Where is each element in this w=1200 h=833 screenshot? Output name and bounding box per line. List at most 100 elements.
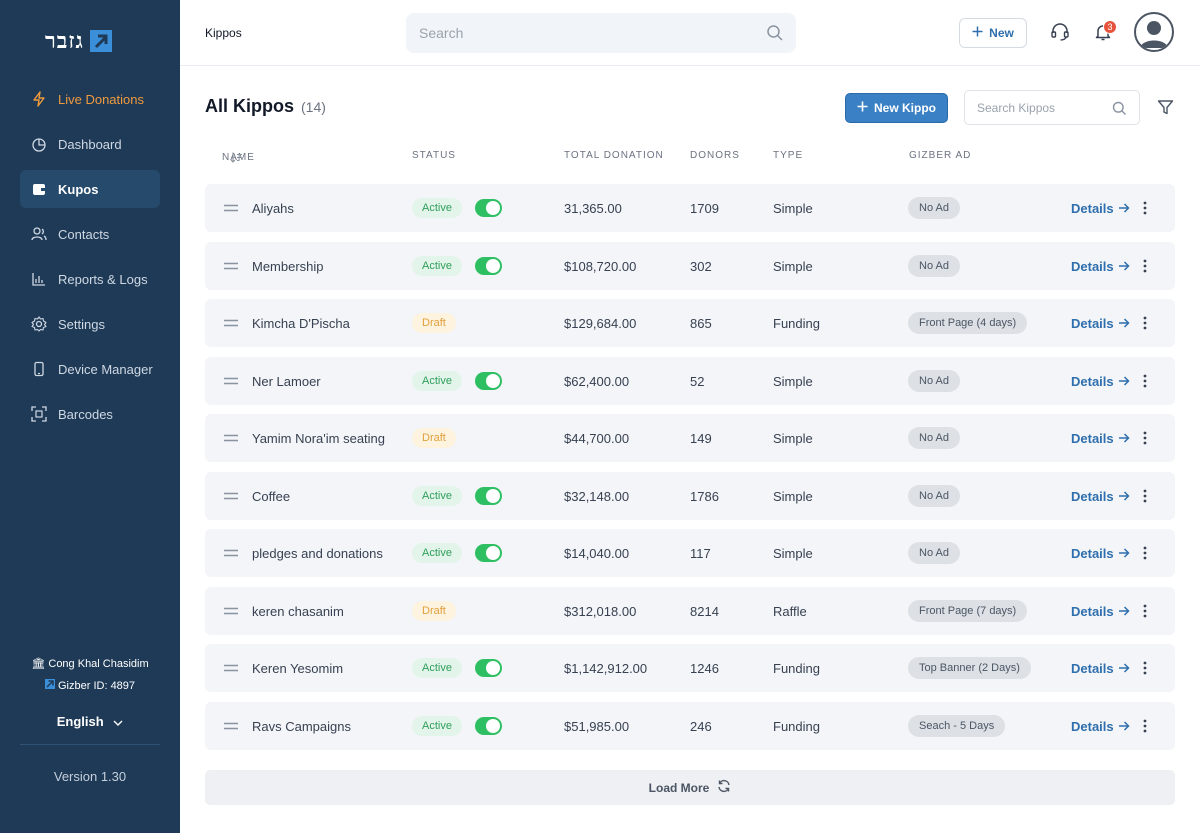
more-options-icon[interactable] [1143,472,1147,520]
drag-handle-icon[interactable] [224,242,238,290]
active-toggle[interactable] [475,199,502,217]
org-name-line: 🏛 Cong Khal Chasidim [0,654,180,674]
details-link[interactable]: Details [1071,242,1130,290]
details-link[interactable]: Details [1071,472,1130,520]
table-row[interactable]: Coffee Active $32,148.00 1786 Simple No Ad Det… [205,472,1175,520]
sort-icon [230,152,243,166]
more-options-icon[interactable] [1143,299,1147,347]
table-row[interactable]: Kimcha D'Pischa Draft $129,684.00 865 Fundin… [205,299,1175,347]
wallet-icon [30,180,48,198]
drag-handle-icon[interactable] [224,184,238,232]
details-link[interactable]: Details [1071,587,1130,635]
drag-handle-icon[interactable] [224,357,238,405]
user-avatar[interactable] [1134,12,1174,52]
kippo-type: Simple [773,373,813,389]
gizber-logo[interactable]: גזבר [45,28,137,54]
kippo-type: Funding [773,718,820,734]
active-toggle[interactable] [475,659,502,677]
kippo-name: Coffee [252,488,291,504]
details-link[interactable]: Details [1071,357,1130,405]
table-row[interactable]: Aliyahs Active 31,365.00 1709 Simple No Ad Det… [205,184,1175,232]
status-badge: Draft [412,601,456,621]
new-button-label: New [989,26,1014,40]
table-row[interactable]: Keren Yesomim Active $1,142,912.00 1246 Fund… [205,644,1175,692]
details-link[interactable]: Details [1071,702,1130,750]
arrow-right-icon [1118,201,1130,216]
drag-handle-icon[interactable] [224,472,238,520]
active-toggle[interactable] [475,544,502,562]
arrow-right-icon [1118,259,1130,274]
table-row[interactable]: pledges and donations Active $14,040.00 117… [205,529,1175,577]
details-link[interactable]: Details [1071,529,1130,577]
gizber-ad-badge: No Ad [908,370,960,392]
active-toggle[interactable] [475,372,502,390]
sidebar-item-reports-logs[interactable]: Reports & Logs [20,260,160,298]
more-options-icon[interactable] [1143,242,1147,290]
breadcrumb: Kippos [205,26,242,40]
sidebar-item-barcodes[interactable]: Barcodes [20,395,160,433]
table-row[interactable]: Ner Lamoer Active $62,400.00 52 Simple No Ad D… [205,357,1175,405]
details-link[interactable]: Details [1071,644,1130,692]
status-badge: Active [412,198,462,218]
new-kippo-button[interactable]: New Kippo [845,93,948,123]
global-search-input[interactable]: Search [406,13,796,53]
gizber-ad-cell: No Ad [908,242,960,290]
table-row[interactable]: Yamim Nora'im seating Draft $44,700.00 149 S… [205,414,1175,462]
active-toggle[interactable] [475,717,502,735]
drag-handle-icon[interactable] [224,587,238,635]
arrow-right-icon [1118,661,1130,676]
active-toggle[interactable] [475,257,502,275]
more-options-icon[interactable] [1143,644,1147,692]
details-link[interactable]: Details [1071,184,1130,232]
table-row[interactable]: Ravs Campaigns Active $51,985.00 246 Funding… [205,702,1175,750]
details-label: Details [1071,430,1114,446]
gizber-ad-badge: No Ad [908,485,960,507]
more-options-icon[interactable] [1143,184,1147,232]
sidebar-nav: Live Donations Dashboard Kupos Contacts … [20,80,160,440]
sidebar-item-contacts[interactable]: Contacts [20,215,160,253]
details-link[interactable]: Details [1071,299,1130,347]
details-label: Details [1071,315,1114,331]
status-cell: Active [412,357,462,405]
total-donation: $14,040.00 [564,545,630,561]
logo-arrow-icon [89,30,112,52]
sidebar-item-label: Barcodes [58,406,113,422]
details-label: Details [1071,545,1114,561]
kippo-search-input[interactable]: Search Kippos [964,90,1140,125]
sidebar-item-kupos[interactable]: Kupos [20,170,160,208]
new-button[interactable]: New [959,18,1027,48]
drag-handle-icon[interactable] [224,529,238,577]
filter-icon[interactable] [1157,99,1174,121]
status-badge: Active [412,543,462,563]
sidebar-item-device-manager[interactable]: Device Manager [20,350,160,388]
active-toggle[interactable] [475,487,502,505]
page-title-text: All Kippos [205,96,294,116]
drag-handle-icon[interactable] [224,299,238,347]
kippo-type: Simple [773,200,813,216]
total-donation: $129,684.00 [564,315,637,331]
table-row[interactable]: keren chasanim Draft $312,018.00 8214 Raffle… [205,587,1175,635]
sidebar-item-settings[interactable]: Settings [20,305,160,343]
drag-handle-icon[interactable] [224,702,238,750]
drag-handle-icon[interactable] [224,414,238,462]
support-headset-icon[interactable] [1050,22,1070,47]
total-donation: $1,142,912.00 [564,660,648,676]
language-selector[interactable]: English [0,714,180,730]
details-label: Details [1071,603,1114,619]
sidebar-item-live-donations[interactable]: Live Donations [20,80,160,118]
table-row[interactable]: Membership Active $108,720.00 302 Simple No A… [205,242,1175,290]
more-options-icon[interactable] [1143,587,1147,635]
more-options-icon[interactable] [1143,702,1147,750]
load-more-button[interactable]: Load More [205,770,1175,805]
kippo-name: Ravs Campaigns [252,718,351,734]
more-options-icon[interactable] [1143,357,1147,405]
more-options-icon[interactable] [1143,414,1147,462]
sidebar-item-dashboard[interactable]: Dashboard [20,125,160,163]
sidebar-item-label: Contacts [58,226,110,242]
status-badge: Draft [412,428,456,448]
donor-count: 246 [690,718,712,734]
details-link[interactable]: Details [1071,414,1130,462]
sidebar: גזבר Live Donations Dashboard Kupos [0,0,180,833]
more-options-icon[interactable] [1143,529,1147,577]
drag-handle-icon[interactable] [224,644,238,692]
